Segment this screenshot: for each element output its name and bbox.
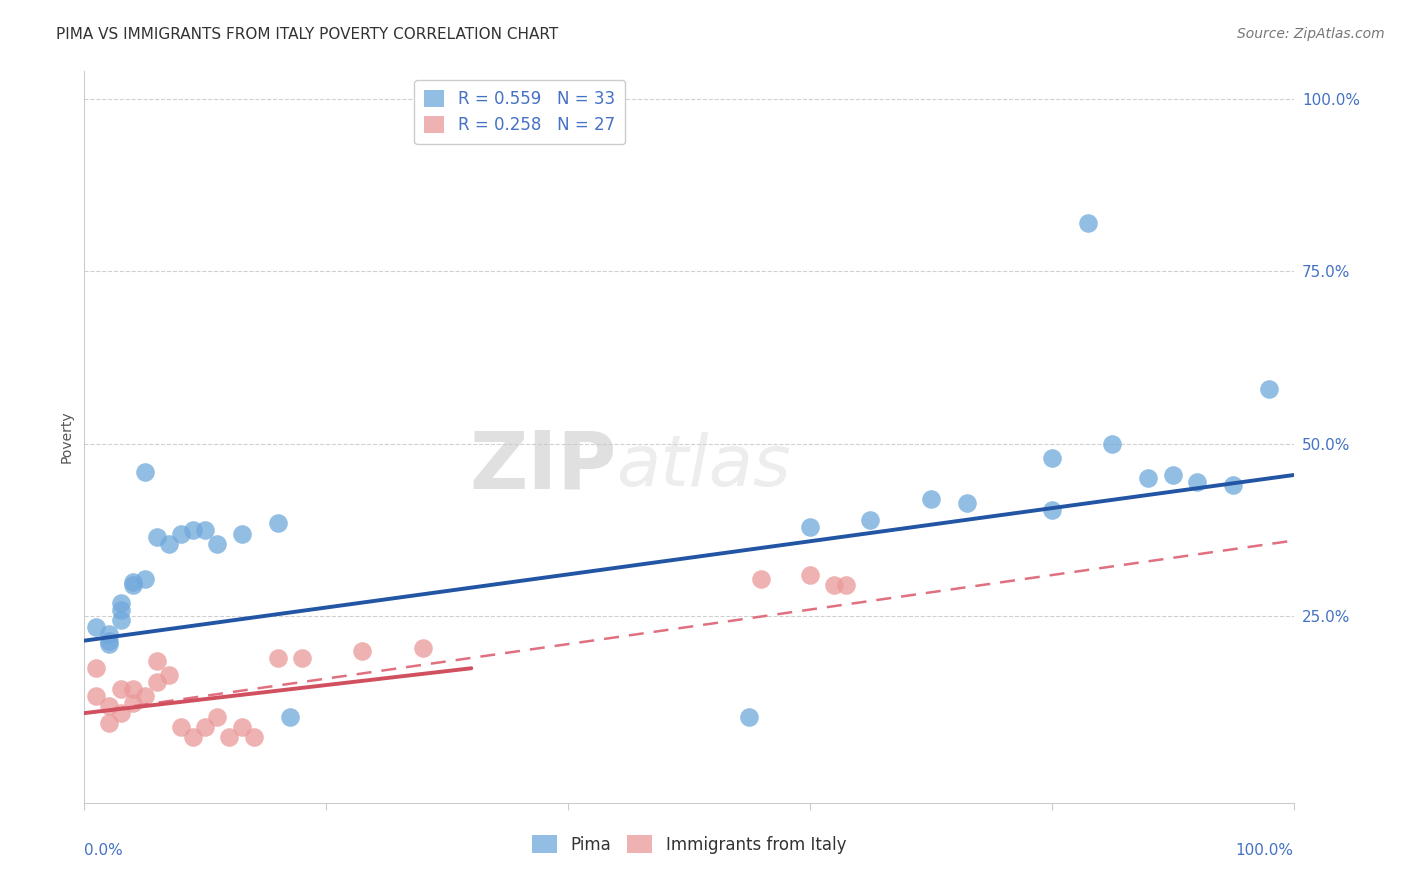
Point — [146, 654, 169, 668]
Point — [134, 689, 156, 703]
Point — [1137, 471, 1160, 485]
Point — [97, 633, 120, 648]
Point — [1161, 468, 1184, 483]
Point — [1185, 475, 1208, 489]
Text: PIMA VS IMMIGRANTS FROM ITALY POVERTY CORRELATION CHART: PIMA VS IMMIGRANTS FROM ITALY POVERTY CO… — [56, 27, 558, 42]
Legend: Pima, Immigrants from Italy: Pima, Immigrants from Italy — [524, 829, 853, 860]
Point — [121, 574, 143, 589]
Point — [352, 644, 374, 658]
Text: ZIP: ZIP — [470, 427, 616, 506]
Text: 100.0%: 100.0% — [1236, 843, 1294, 858]
Point — [859, 513, 882, 527]
Point — [751, 572, 773, 586]
Point — [267, 651, 290, 665]
Text: 0.0%: 0.0% — [84, 843, 124, 858]
Text: atlas: atlas — [616, 432, 792, 500]
Point — [231, 526, 253, 541]
Point — [121, 578, 143, 592]
Point — [170, 526, 193, 541]
Point — [835, 578, 858, 592]
Point — [134, 572, 156, 586]
Point — [218, 731, 240, 745]
Point — [121, 681, 143, 696]
Point — [412, 640, 434, 655]
Point — [823, 578, 845, 592]
Point — [291, 651, 314, 665]
Point — [242, 731, 264, 745]
Point — [110, 706, 132, 720]
Point — [1040, 450, 1063, 465]
Point — [956, 495, 979, 509]
Point — [97, 716, 120, 731]
Point — [110, 613, 132, 627]
Point — [170, 720, 193, 734]
Point — [97, 637, 120, 651]
Point — [1101, 437, 1123, 451]
Point — [146, 530, 169, 544]
Point — [738, 709, 761, 723]
Point — [181, 731, 204, 745]
Point — [267, 516, 290, 531]
Y-axis label: Poverty: Poverty — [59, 411, 73, 463]
Point — [157, 537, 180, 551]
Point — [157, 668, 180, 682]
Point — [1222, 478, 1244, 492]
Point — [920, 492, 942, 507]
Point — [97, 699, 120, 714]
Point — [194, 523, 217, 537]
Point — [146, 675, 169, 690]
Point — [134, 465, 156, 479]
Point — [1258, 382, 1281, 396]
Point — [110, 681, 132, 696]
Point — [799, 520, 821, 534]
Point — [207, 709, 229, 723]
Point — [86, 661, 108, 675]
Point — [97, 626, 120, 640]
Point — [86, 689, 108, 703]
Point — [207, 537, 229, 551]
Point — [86, 620, 108, 634]
Point — [278, 709, 301, 723]
Point — [231, 720, 253, 734]
Point — [1040, 502, 1063, 516]
Point — [181, 523, 204, 537]
Point — [121, 696, 143, 710]
Text: Source: ZipAtlas.com: Source: ZipAtlas.com — [1237, 27, 1385, 41]
Point — [799, 568, 821, 582]
Point — [1077, 216, 1099, 230]
Point — [110, 602, 132, 616]
Point — [194, 720, 217, 734]
Point — [110, 596, 132, 610]
